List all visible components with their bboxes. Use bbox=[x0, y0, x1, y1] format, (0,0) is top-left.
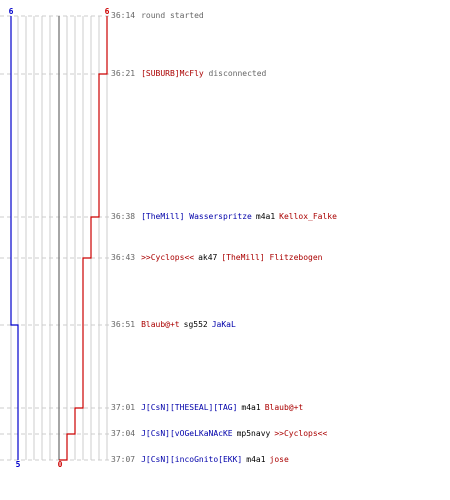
event-text: round started bbox=[141, 11, 204, 20]
killer-name[interactable]: J[CsN][vOGeLKaNAcKE bbox=[141, 429, 233, 438]
event-time: 36:38 bbox=[111, 212, 136, 221]
blue-team-alive-line bbox=[10, 16, 19, 460]
event-row: 37:01 J[CsN][THESEAL][TAG] m4a1 Blaub@+t bbox=[111, 403, 303, 413]
red-team-end-count: 0 bbox=[58, 460, 63, 469]
killer-name[interactable]: Blaub@+t bbox=[141, 320, 180, 329]
victim-name[interactable]: Blaub@+t bbox=[264, 403, 304, 412]
victim-name[interactable]: JaKaL bbox=[211, 320, 236, 329]
event-time: 36:51 bbox=[111, 320, 136, 329]
killer-name[interactable]: J[CsN][THESEAL][TAG] bbox=[141, 403, 238, 412]
killer-name[interactable]: >>Cyclops<< bbox=[141, 253, 195, 262]
killer-name[interactable]: [TheMill] Wasserspritze bbox=[141, 212, 252, 221]
red-team-start-count: 6 bbox=[105, 7, 110, 16]
event-time: 36:43 bbox=[111, 253, 136, 262]
event-time: 36:14 bbox=[111, 11, 136, 20]
victim-name[interactable]: [TheMill] Flitzebogen bbox=[221, 253, 323, 262]
event-row: 37:04 J[CsN][vOGeLKaNAcKE mp5navy >>Cyclops… bbox=[111, 429, 327, 439]
victim-name[interactable]: jose bbox=[269, 455, 289, 464]
weapon-name: m4a1 bbox=[246, 455, 266, 464]
weapon-name: mp5navy bbox=[236, 429, 271, 438]
event-row: 36:38 [TheMill] Wasserspritze m4a1 Kellox_F… bbox=[111, 212, 337, 222]
event-guide-lines bbox=[0, 15, 109, 461]
killer-name[interactable]: J[CsN][incoGnito[EKK] bbox=[141, 455, 243, 464]
event-time: 37:01 bbox=[111, 403, 136, 412]
event-row: 36:21 [SUBURB]McFly disconnected bbox=[111, 69, 266, 79]
red-team-alive-line bbox=[59, 16, 108, 461]
event-time: 37:07 bbox=[111, 455, 136, 464]
weapon-name: sg552 bbox=[183, 320, 208, 329]
event-time: 36:21 bbox=[111, 69, 136, 78]
event-row: 37:07 J[CsN][incoGnito[EKK] m4a1 jose bbox=[111, 455, 289, 465]
weapon-name: m4a1 bbox=[241, 403, 261, 412]
blue-team-end-count: 5 bbox=[16, 460, 21, 469]
player-name[interactable]: [SUBURB]McFly bbox=[141, 69, 204, 78]
event-row: 36:43 >>Cyclops<< ak47 [TheMill] Flitzeboge… bbox=[111, 253, 323, 263]
weapon-name: ak47 bbox=[198, 253, 218, 262]
victim-name[interactable]: Kellox_Falke bbox=[279, 212, 337, 221]
weapon-name: m4a1 bbox=[255, 212, 276, 221]
victim-name[interactable]: >>Cyclops<< bbox=[274, 429, 328, 438]
blue-team-start-count: 6 bbox=[9, 7, 14, 16]
event-time: 37:04 bbox=[111, 429, 136, 438]
event-row: 36:14 round started bbox=[111, 11, 204, 21]
event-text: disconnected bbox=[208, 69, 267, 78]
event-row: 36:51 Blaub@+t sg552 JaKaL bbox=[111, 320, 236, 330]
